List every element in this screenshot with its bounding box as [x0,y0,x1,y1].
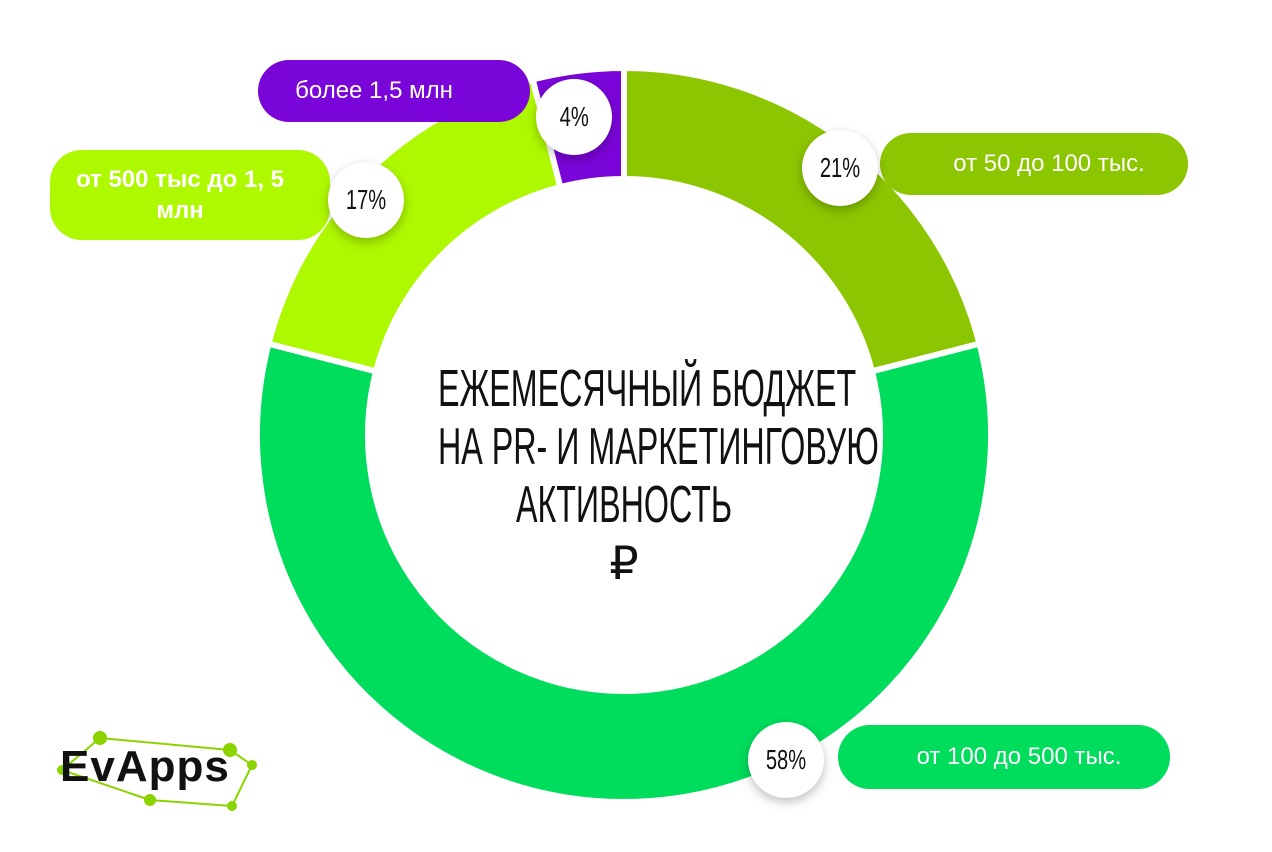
value-bubble: 17% [328,162,404,238]
donut-segment [621,64,984,375]
legend-pill: более 1,5 млн [258,60,530,122]
donut-segment [254,340,994,805]
title-line: НА PR- И МАРКЕТИНГОВУЮ [438,418,879,476]
value-bubble: 21% [802,130,878,206]
currency: ₽ [609,537,639,589]
title: ЕЖЕМЕСЯЧНЫЙ БЮДЖЕТ НА PR- И МАРКЕТИНГОВУЮ… [324,360,924,592]
logo-decoration [57,731,257,811]
value-label: 17% [345,184,387,215]
value-bubble: 4% [536,79,612,155]
title-line: АКТИВНОСТЬ [515,476,733,534]
value-label: 4% [559,101,589,132]
value-label: 58% [765,744,807,775]
logo: EvApps [60,742,230,791]
legend-pill: от 500 тыс до 1, 5 млн [50,150,330,240]
legend-pill: от 50 до 100 тыс. [880,133,1188,195]
value-label: 21% [819,152,861,183]
legend-pill: от 100 до 500 тыс. [838,725,1170,789]
value-bubble: 58% [748,722,824,798]
title-line: ЕЖЕМЕСЯЧНЫЙ БЮДЖЕТ [438,360,857,418]
